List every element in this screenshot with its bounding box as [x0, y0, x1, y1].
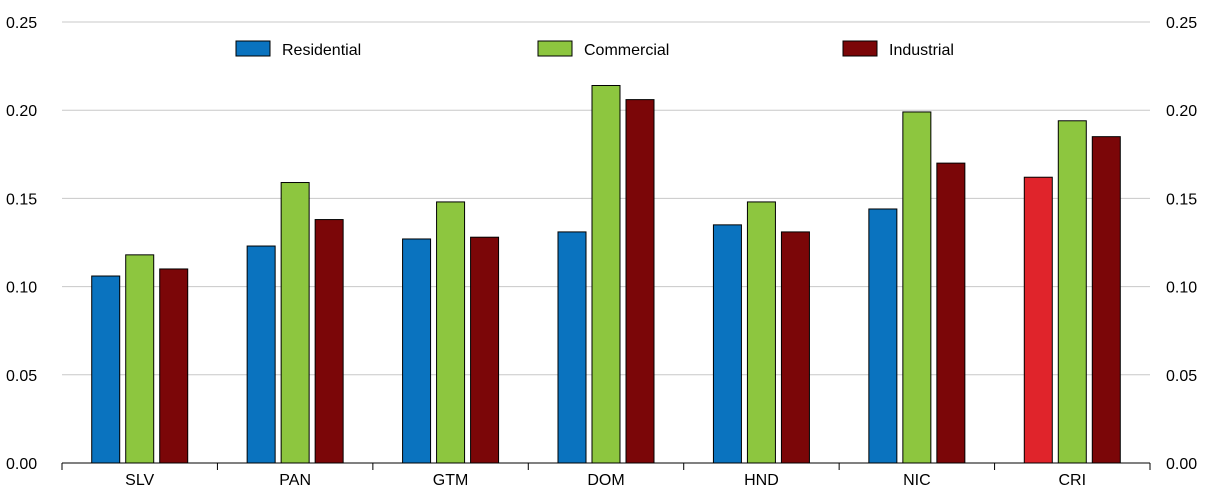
legend-label-residential: Residential: [282, 42, 361, 59]
bar-commercial-nic: [902, 111, 932, 464]
bar-industrial-gtm: [470, 236, 500, 464]
x-tick-label: CRI: [1059, 472, 1087, 489]
bar-industrial-pan: [314, 219, 344, 464]
y-tick-label-left: 0.25: [6, 15, 37, 32]
y-tick-label-right: 0.20: [1166, 103, 1197, 120]
x-tick-label: NIC: [903, 472, 931, 489]
y-axis-left: 0.00 0.05 0.10 0.15 0.20 0.25: [6, 15, 37, 473]
y-tick-label-left: 0.05: [6, 368, 37, 385]
bar-residential-dom: [557, 231, 587, 464]
y-tick-label-right: 0.00: [1166, 456, 1197, 473]
y-tick-label-right: 0.05: [1166, 368, 1197, 385]
y-tick-label-right: 0.10: [1166, 280, 1197, 297]
legend-swatch-residential: [235, 40, 271, 57]
legend-swatch-industrial: [842, 40, 878, 57]
y-tick-label-right: 0.25: [1166, 15, 1197, 32]
legend-label-industrial: Industrial: [889, 42, 954, 59]
bar-commercial-cri: [1057, 120, 1087, 464]
bar-commercial-slv: [125, 254, 155, 464]
y-tick-label-left: 0.10: [6, 280, 37, 297]
bar-commercial-dom: [591, 85, 621, 464]
bar-industrial-cri: [1091, 136, 1121, 464]
y-axis-right: 0.00 0.05 0.10 0.15 0.20 0.25: [1166, 15, 1197, 473]
bars: [91, 85, 1121, 464]
legend-label-commercial: Commercial: [584, 42, 669, 59]
bar-residential-slv: [91, 275, 121, 464]
bar-residential-cri: [1023, 176, 1053, 464]
y-tick-label-left: 0.15: [6, 191, 37, 208]
bar-residential-pan: [246, 245, 276, 464]
y-tick-label-left: 0.00: [6, 456, 37, 473]
bar-industrial-nic: [936, 162, 966, 464]
y-tick-label-right: 0.15: [1166, 191, 1197, 208]
x-axis: SLV PAN GTM DOM HND NIC CRI: [125, 472, 1086, 489]
axes: [61, 462, 1151, 470]
bar-industrial-hnd: [780, 231, 810, 464]
x-tick-label: HND: [744, 472, 779, 489]
legend-swatch-commercial: [537, 40, 573, 57]
legend: Residential Commercial Industrial: [235, 40, 954, 59]
bar-commercial-hnd: [746, 201, 776, 464]
bar-residential-nic: [868, 208, 898, 464]
x-tick-label: DOM: [587, 472, 624, 489]
bar-industrial-dom: [625, 99, 655, 464]
bar-industrial-slv: [159, 268, 189, 464]
bar-commercial-pan: [280, 182, 310, 464]
x-tick-label: GTM: [433, 472, 469, 489]
bar-residential-hnd: [712, 224, 742, 464]
bar-commercial-gtm: [436, 201, 466, 464]
y-tick-label-left: 0.20: [6, 103, 37, 120]
x-tick-label: SLV: [125, 472, 154, 489]
x-tick-label: PAN: [279, 472, 311, 489]
bar-residential-gtm: [402, 238, 432, 464]
